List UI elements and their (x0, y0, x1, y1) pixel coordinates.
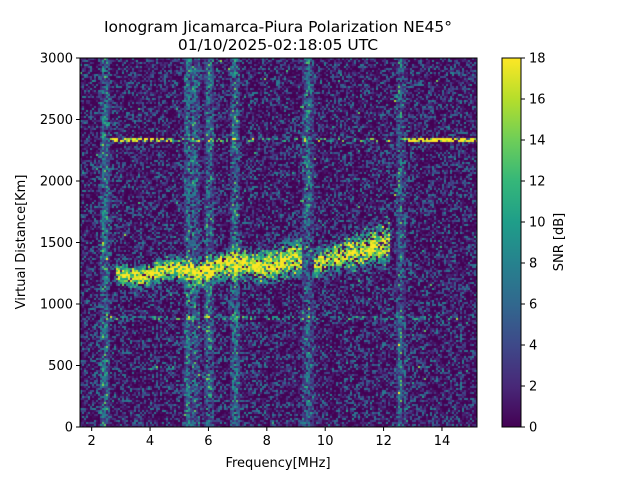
y-tick-label: 500 (48, 359, 73, 374)
x-tick-label: 14 (434, 434, 451, 449)
heatmap-image (80, 58, 477, 427)
colorbar-tick-label: 8 (529, 257, 537, 272)
colorbar-tick-label: 6 (529, 298, 537, 313)
colorbar-tick-label: 14 (529, 134, 546, 149)
colorbar-tick-label: 18 (529, 52, 546, 67)
chart-title-line1: Ionogram Jicamarca-Piura Polarization NE… (104, 18, 452, 36)
x-tick-label: 2 (88, 434, 96, 449)
y-tick-label: 1000 (40, 298, 73, 313)
colorbar-tick-label: 10 (529, 216, 546, 231)
colorbar-tick-label: 12 (529, 175, 546, 190)
colorbar-tick-label: 4 (529, 339, 537, 354)
chart-title-line2: 01/10/2025-02:18:05 UTC (178, 36, 378, 54)
colorbar: 0 2 4 6 8 10 12 14 16 18 SNR [dB] (502, 52, 567, 436)
colorbar-gradient (502, 58, 521, 427)
colorbar-label: SNR [dB] (552, 213, 567, 271)
x-tick-label: 8 (263, 434, 271, 449)
y-tick-label: 3000 (40, 52, 73, 67)
x-axis: 2 4 6 8 10 12 14 (88, 427, 451, 449)
y-axis-label: Virtual Distance[Km] (14, 175, 29, 310)
y-axis: 0 500 1000 1500 2000 2500 3000 (40, 52, 80, 436)
x-tick-label: 4 (146, 434, 154, 449)
colorbar-ticks: 0 2 4 6 8 10 12 14 16 18 (521, 52, 546, 436)
colorbar-tick-label: 16 (529, 93, 546, 108)
x-tick-label: 12 (375, 434, 392, 449)
x-tick-label: 10 (317, 434, 334, 449)
x-tick-label: 6 (204, 434, 212, 449)
y-tick-label: 0 (65, 421, 73, 436)
y-tick-label: 2500 (40, 113, 73, 128)
heatmap-plot-area (80, 58, 477, 427)
y-tick-label: 2000 (40, 175, 73, 190)
x-axis-label: Frequency[MHz] (225, 456, 330, 471)
y-tick-label: 1500 (40, 236, 73, 251)
colorbar-tick-label: 2 (529, 380, 537, 395)
colorbar-tick-label: 0 (529, 421, 537, 436)
